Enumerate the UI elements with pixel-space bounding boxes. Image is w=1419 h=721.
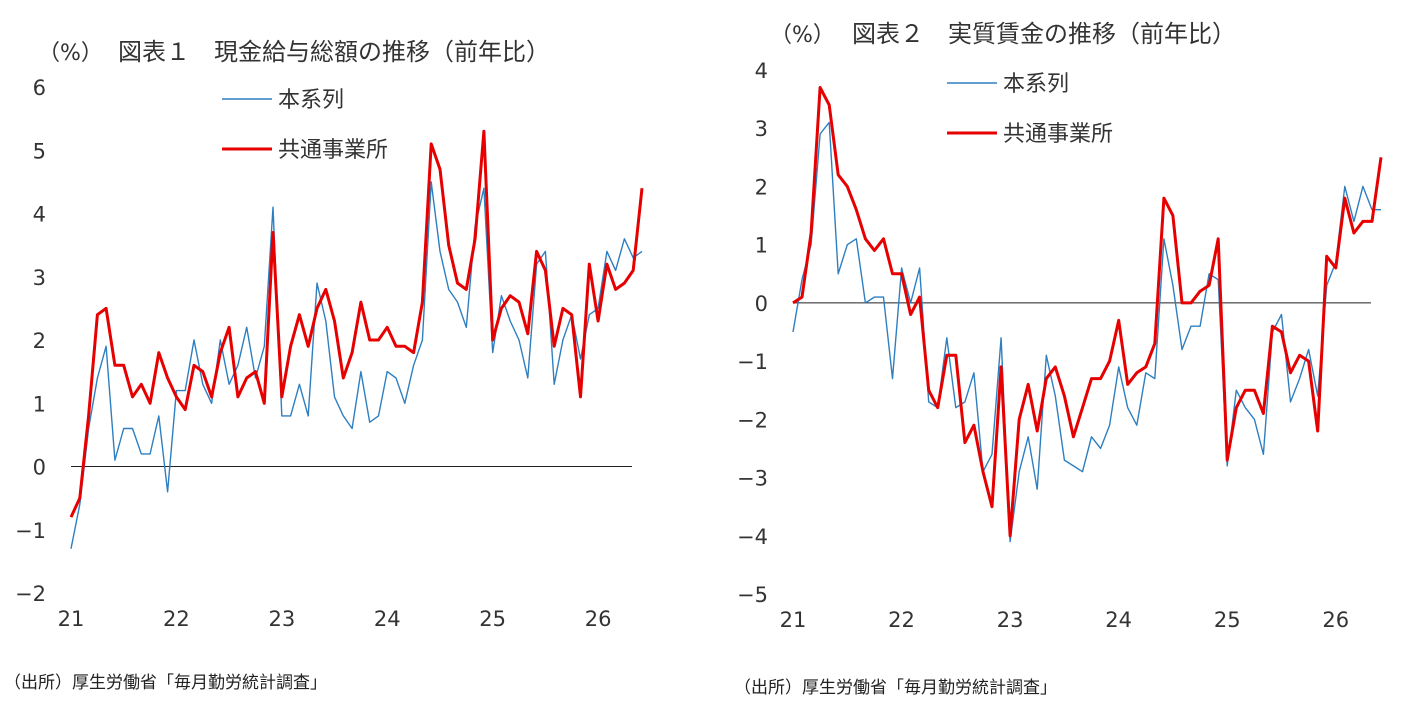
chart-2-ytick-label: −4 xyxy=(737,525,768,549)
chart-1-xtick-label: 21 xyxy=(58,607,85,631)
chart-2-legend-label: 本系列 xyxy=(1003,72,1069,97)
chart-2-source: （出所）厚生労働省「毎月勤労統計調査」 xyxy=(734,678,1057,698)
chart-2-series-line-honkeiretsu xyxy=(792,121,1381,543)
chart-1-ytick-label: −1 xyxy=(15,519,46,543)
chart-1-ytick-label: 5 xyxy=(33,139,46,163)
chart-1-xtick-label: 23 xyxy=(268,607,295,631)
chart-2-legend-label: 共通事業所 xyxy=(1003,122,1113,147)
chart-2-series-line-kyotsu-jigyosho xyxy=(792,86,1383,538)
chart-1-xtick-label: 25 xyxy=(479,607,506,631)
chart-2-ytick-label: −3 xyxy=(737,467,768,491)
chart-1-ytick-label: 6 xyxy=(33,76,46,100)
chart-1-ytick-label: 0 xyxy=(33,456,46,480)
chart-2-ytick-label: −1 xyxy=(737,350,768,374)
chart-2-ytick-label: 0 xyxy=(755,292,768,316)
chart-2-title: 図表２ 実質賃金の推移（前年比） xyxy=(852,20,1236,48)
chart-2-xtick-label: 23 xyxy=(997,608,1024,632)
chart-panel-2: （%） 図表２ 実質賃金の推移（前年比） 4 3 2 1 0 −1 −2 −3 −4 −5 21 22 23… xyxy=(712,0,1419,721)
chart-1-unit-label: （%） xyxy=(38,41,103,66)
chart-1-ytick-label: 3 xyxy=(33,266,46,290)
chart-1-title: 図表１ 現金給与総額の推移（前年比） xyxy=(118,38,550,66)
chart-1-xtick-label: 24 xyxy=(374,607,401,631)
chart-2-xtick-label: 22 xyxy=(888,608,915,632)
chart-1-legend-label: 共通事業所 xyxy=(278,138,388,163)
chart-1-legend-label: 本系列 xyxy=(278,88,344,113)
chart-2-xtick-label: 26 xyxy=(1322,608,1349,632)
chart-1-xtick-label: 22 xyxy=(163,607,190,631)
chart-1-ytick-label: 1 xyxy=(33,392,46,416)
chart-2-xtick-label: 25 xyxy=(1214,608,1241,632)
chart-2-ytick-label: −5 xyxy=(737,583,768,607)
chart-2-unit-label: （%） xyxy=(770,23,835,48)
chart-2-ytick-label: −2 xyxy=(737,408,768,432)
chart-1-series-line-kyotsu-jigyosho xyxy=(69,129,644,518)
chart-1-ytick-label: 2 xyxy=(33,329,46,353)
chart-1-xtick-label: 26 xyxy=(585,607,612,631)
chart-1-source: （出所）厚生労働省「毎月勤労統計調査」 xyxy=(4,673,327,693)
chart-1-ytick-label: 4 xyxy=(33,203,46,227)
chart-panel-1: （%） 図表１ 現金給与総額の推移（前年比） 6 5 4 3 2 1 0 −1 −2 21 22 23 24… xyxy=(0,0,700,721)
chart-1-ytick-label: −2 xyxy=(15,582,46,606)
chart-2-xtick-label: 21 xyxy=(780,608,807,632)
chart-2-ytick-label: 3 xyxy=(755,117,768,141)
chart-2-ytick-label: 2 xyxy=(755,175,768,199)
chart-2-xtick-label: 24 xyxy=(1105,608,1132,632)
chart-2-ytick-label: 1 xyxy=(755,234,768,258)
chart-2-ytick-label: 4 xyxy=(755,59,768,83)
